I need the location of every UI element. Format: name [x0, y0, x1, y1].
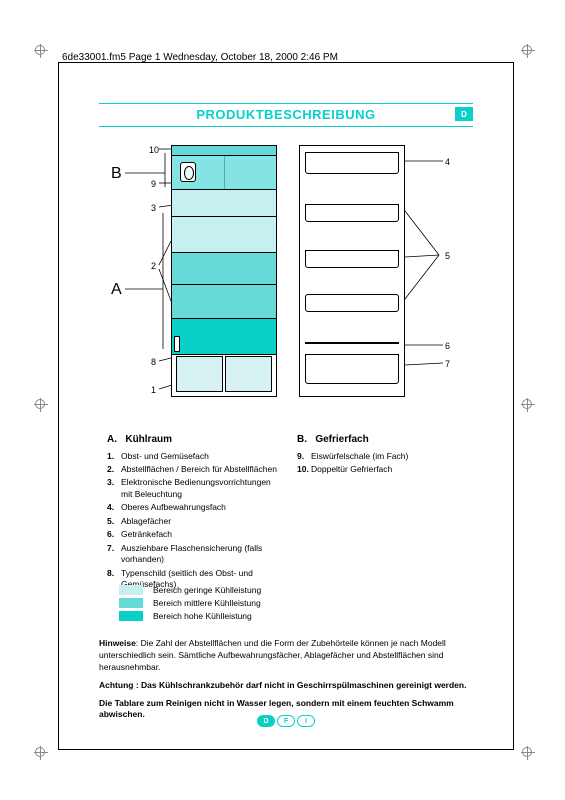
- interior-light-icon: [180, 162, 196, 182]
- product-diagram: B A 10 9 3 2 8 1 4 5 7 6: [99, 141, 475, 421]
- language-pill-D: D: [257, 715, 275, 727]
- color-swatch: [119, 611, 143, 621]
- color-key: Bereich geringe Kühlleistung Bereich mitt…: [119, 585, 261, 624]
- legend-item: 3.Elektronische Bedienungsvorrichtungen …: [107, 477, 277, 500]
- fridge-door: [299, 145, 405, 397]
- color-key-row: Bereich geringe Kühlleistung: [119, 585, 261, 595]
- legend-item: 5.Ablagefächer: [107, 516, 277, 527]
- legend-item: 4.Oberes Aufbewahrungsfach: [107, 502, 277, 513]
- color-key-row: Bereich hohe Kühlleistung: [119, 611, 261, 621]
- column-B: B. Gefrierfach 9.Eiswürfelschale (im Fac…: [297, 433, 467, 593]
- leader-lines: [99, 141, 475, 421]
- language-pills: DFI: [59, 715, 513, 727]
- type-plate-icon: [174, 336, 180, 352]
- legend-item: 10.Doppeltür Gefrierfach: [297, 464, 467, 475]
- page-title: PRODUKTBESCHREIBUNG: [196, 107, 375, 122]
- color-key-label: Bereich geringe Kühlleistung: [153, 585, 261, 595]
- freezer-compartment: [172, 156, 276, 190]
- color-key-row: Bereich mittlere Kühlleistung: [119, 598, 261, 608]
- legend-item: 6.Getränkefach: [107, 529, 277, 540]
- title-area: PRODUKTBESCHREIBUNG D: [99, 103, 473, 127]
- legend-item: 2.Abstellflächen / Bereich für Abstellfl…: [107, 464, 277, 475]
- language-pill-I: I: [297, 715, 315, 727]
- notes-block: Hinweise: Die Zahl der Abstellflächen un…: [99, 638, 473, 727]
- color-swatch: [119, 585, 143, 595]
- crisper-drawers: [176, 356, 272, 392]
- color-key-label: Bereich hohe Kühlleistung: [153, 611, 252, 621]
- legend-item: 7.Ausziehbare Flaschensicherung (falls v…: [107, 543, 277, 566]
- fridge-interior: [171, 145, 277, 397]
- legend-item: 1.Obst- und Gemüsefach: [107, 451, 277, 462]
- legend-columns: A. Kühlraum 1.Obst- und Gemüsefach2.Abst…: [107, 433, 467, 593]
- language-badge: D: [455, 107, 473, 121]
- color-swatch: [119, 598, 143, 608]
- page-frame: PRODUKTBESCHREIBUNG D B A 10 9 3 2 8 1 4…: [58, 62, 514, 750]
- column-A: A. Kühlraum 1.Obst- und Gemüsefach2.Abst…: [107, 433, 277, 593]
- legend-item: 9.Eiswürfelschale (im Fach): [297, 451, 467, 462]
- language-pill-F: F: [277, 715, 295, 727]
- color-key-label: Bereich mittlere Kühlleistung: [153, 598, 261, 608]
